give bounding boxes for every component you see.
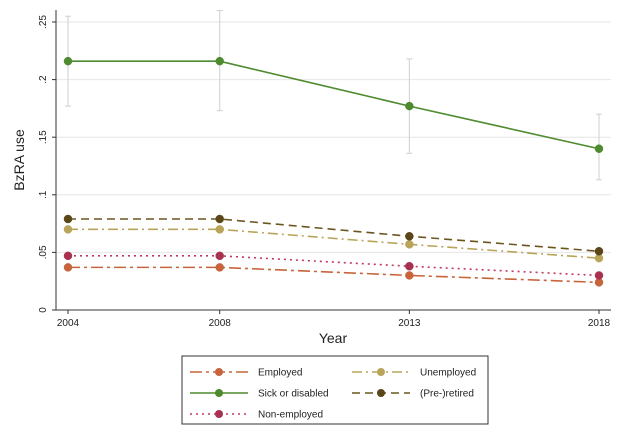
- legend-label-employed: Employed: [258, 368, 302, 379]
- data-point-non-employed: [405, 261, 414, 271]
- plot-area: [56, 10, 611, 310]
- series-line-employed: [68, 266, 600, 284]
- data-point-pre-retired: [63, 214, 73, 224]
- y-tick-label: .25: [38, 15, 49, 29]
- data-point-unemployed: [63, 225, 73, 234]
- data-point-sick-or-disabled: [63, 56, 73, 66]
- data-point-employed: [405, 271, 414, 280]
- legend-box: [181, 355, 489, 425]
- x-tick-label: 2004: [57, 318, 80, 329]
- x-tick-label: 2013: [398, 318, 421, 329]
- y-tick-label: .2: [38, 75, 49, 84]
- data-point-non-employed: [594, 271, 604, 280]
- legend-swatch-marker-pre-retired: [377, 389, 385, 397]
- data-point-non-employed: [215, 251, 224, 261]
- legend-label-non-employed: Non-employed: [258, 410, 323, 421]
- legend-label-sick-or-disabled: Sick or disabled: [258, 389, 329, 400]
- legend-swatch-marker-sick-or-disabled: [215, 389, 223, 397]
- x-axis-title: Year: [319, 330, 348, 346]
- legend-swatch-marker-non-employed: [215, 410, 223, 418]
- y-tick-label: .05: [38, 245, 49, 259]
- legend-swatch-marker-unemployed: [377, 368, 385, 376]
- series-markers: [63, 56, 604, 287]
- y-ticks: 0 .05 .1 .15 .2 .25: [38, 15, 56, 313]
- data-point-pre-retired: [215, 214, 224, 224]
- data-point-unemployed: [405, 240, 414, 249]
- data-point-sick-or-disabled: [215, 56, 224, 66]
- data-point-employed: [215, 263, 224, 272]
- legend-label-unemployed: Unemployed: [420, 368, 476, 379]
- data-point-unemployed: [215, 225, 224, 234]
- y-tick-label: 0: [38, 307, 49, 313]
- series-lines: [68, 60, 600, 284]
- legend-swatch-marker-employed: [215, 368, 223, 376]
- series-line-non-employed: [68, 255, 600, 277]
- data-point-employed: [63, 263, 73, 272]
- grid: [56, 21, 611, 253]
- legend-label-pre-retired: (Pre-)retired: [420, 389, 474, 400]
- x-tick-label: 2018: [588, 318, 611, 329]
- legend: Employed Unemployed Sick or disabled (Pre-)…: [181, 355, 489, 425]
- y-tick-label: .15: [38, 130, 49, 144]
- series-line-unemployed: [68, 228, 600, 259]
- data-point-non-employed: [63, 251, 73, 261]
- x-ticks: 2004 2008 2013 2018: [57, 310, 611, 329]
- y-axis-title: BzRA use: [11, 129, 27, 191]
- y-tick-label: .1: [38, 190, 49, 199]
- data-point-sick-or-disabled: [594, 144, 604, 153]
- series-line-sick-or-disabled: [68, 60, 600, 150]
- data-point-pre-retired: [594, 246, 604, 256]
- axes: [55, 10, 611, 311]
- x-tick-label: 2008: [209, 318, 232, 329]
- data-point-pre-retired: [405, 232, 414, 241]
- data-point-sick-or-disabled: [405, 101, 414, 111]
